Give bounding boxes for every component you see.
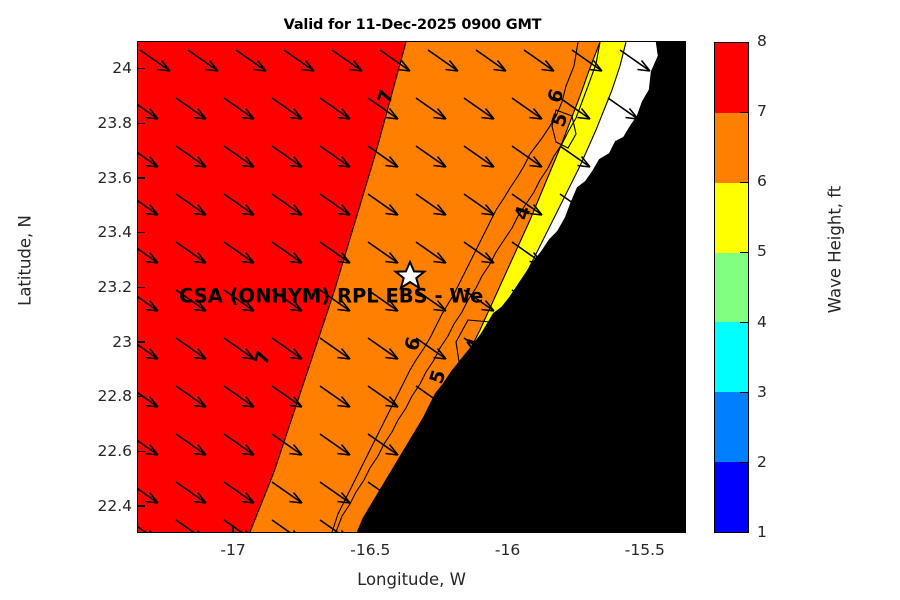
y-axis-ticks: 24 23.8 23.6 23.4 23.2 23 22.8 22.6 22.4 — [28, 0, 132, 600]
site-star-marker[interactable] — [392, 259, 428, 291]
colorbar-band — [715, 322, 748, 393]
x-axis-label: Longitude, W — [357, 570, 466, 589]
y-tickmark — [137, 505, 145, 507]
colorbar-band — [715, 252, 748, 323]
colorbar-tick-label: 5 — [757, 242, 767, 261]
contour-label: 4 — [510, 203, 535, 222]
y-tick-label: 23.4 — [97, 223, 132, 242]
colorbar[interactable] — [714, 42, 749, 533]
x-tick-label: -16 — [494, 541, 521, 559]
y-tickmark — [137, 177, 145, 179]
y-axis-label: Latitude, N — [15, 215, 35, 306]
site-label: CSA (ONHYM) RPL EBS - We — [179, 285, 483, 308]
y-tick-label: 24 — [112, 59, 132, 78]
colorbar-tick-label: 8 — [757, 32, 767, 50]
colorbar-tick-label: 1 — [757, 523, 767, 541]
coastline — [356, 42, 661, 532]
y-tick-label: 23 — [112, 332, 132, 351]
x-tick-label: -15.5 — [624, 541, 665, 559]
colorbar-band — [715, 392, 748, 463]
y-tick-label: 23.2 — [97, 278, 132, 296]
y-tick-label: 22.4 — [97, 496, 132, 515]
colorbar-band — [715, 462, 748, 532]
contour-label: 7 — [373, 87, 398, 106]
x-tick-label: -16.5 — [350, 541, 391, 559]
y-tick-label: 22.6 — [97, 442, 132, 460]
colorbar-label: Wave Height, ft — [825, 185, 845, 314]
y-tickmark — [137, 341, 145, 343]
contour-label: 7 — [250, 348, 275, 367]
y-tickmark — [137, 450, 145, 452]
colorbar-tickmark — [740, 392, 749, 394]
contour-label: 4 — [461, 335, 486, 354]
contour-label: 6 — [400, 334, 425, 353]
colorbar-tick-label: 2 — [757, 452, 767, 471]
contour-label: 3 — [469, 347, 494, 366]
colorbar-tickmark — [740, 111, 749, 113]
y-tickmark — [137, 395, 145, 398]
colorbar-tickmark — [740, 462, 749, 464]
y-tick-label: 23.8 — [97, 114, 132, 132]
contour-label: 6 — [543, 86, 568, 105]
x-tickmark — [506, 525, 509, 533]
x-tickmark — [369, 525, 372, 533]
colorbar-tickmark — [740, 251, 749, 254]
colorbar-tickmark — [740, 321, 749, 324]
x-tickmark — [232, 525, 234, 533]
colorbar-tick-label: 7 — [757, 102, 767, 121]
x-axis-ticks: -17 -16.5 -16 -15.5 — [0, 541, 900, 565]
x-tickmark — [644, 525, 646, 533]
y-tickmark — [137, 231, 145, 234]
contour-label: 5 — [547, 110, 572, 129]
y-tickmark — [137, 286, 145, 288]
colorbar-tick-label: 6 — [757, 172, 767, 191]
colorbar-tickmark — [740, 181, 749, 183]
y-tick-label: 23.6 — [97, 168, 132, 187]
colorbar-band — [715, 112, 748, 183]
colorbar-band — [715, 182, 748, 253]
colorbar-tick-label: 4 — [757, 312, 767, 331]
colorbar-band — [715, 43, 748, 113]
y-tick-label: 22.8 — [97, 387, 132, 406]
x-tick-label: -17 — [220, 541, 246, 559]
contour-label: 5 — [425, 367, 450, 386]
colorbar-tick-label: 3 — [757, 382, 767, 401]
y-tickmark — [137, 122, 145, 124]
page-title: Valid for 11-Dec-2025 0900 GMT — [283, 17, 542, 33]
y-tickmark — [137, 67, 145, 70]
